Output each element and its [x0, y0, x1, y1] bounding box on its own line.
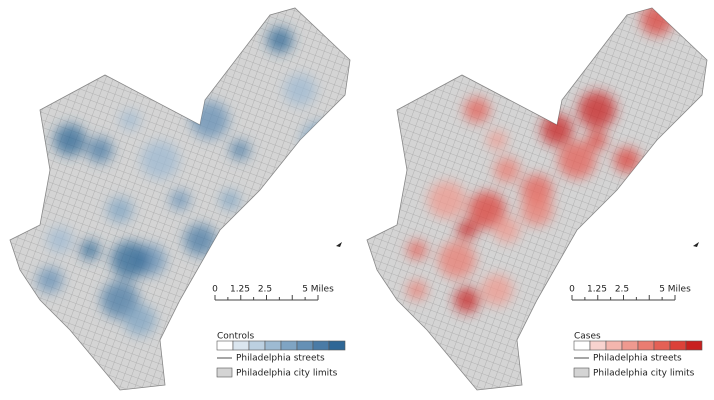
legend-swatch — [248, 340, 266, 351]
legend-swatch — [216, 340, 234, 351]
north-arrow — [693, 242, 699, 247]
density-blob — [558, 141, 596, 179]
density-blob — [541, 114, 573, 146]
streets-label: Philadelphia streets — [593, 354, 682, 364]
density-blob — [220, 190, 240, 210]
density-blob — [80, 240, 100, 260]
density-blob — [111, 241, 149, 279]
limits-swatch — [216, 367, 233, 378]
legend-swatch — [653, 340, 671, 351]
density-blob — [267, 27, 293, 53]
scale-label: 0 — [569, 285, 575, 295]
legend-swatch — [573, 340, 591, 351]
legend-swatch — [605, 340, 623, 351]
density-blob — [301, 121, 339, 159]
density-blob — [54, 124, 86, 156]
legend-swatch — [637, 340, 655, 351]
density-blob — [47, 227, 73, 253]
density-blob — [141, 141, 179, 179]
cases-panel: 0 1.25 2.5 5 Miles Cases Philadelphia streets… — [366, 7, 708, 391]
density-blob — [407, 240, 427, 260]
legend-swatch — [328, 340, 346, 351]
scale-label: 2.5 — [258, 285, 272, 295]
limits-label: Philadelphia city limits — [236, 369, 338, 379]
density-blob — [494, 217, 520, 243]
legend-title: Controls — [217, 332, 255, 342]
density-blob — [454, 287, 480, 313]
density-blob — [487, 130, 507, 150]
legend-swatch — [621, 340, 639, 351]
limits-label: Philadelphia city limits — [593, 369, 695, 379]
limits-swatch — [573, 367, 590, 378]
density-blob — [120, 110, 140, 130]
density-blob — [37, 267, 63, 293]
density-blob — [284, 74, 316, 106]
legend-swatch — [589, 340, 607, 351]
density-blob — [481, 274, 513, 306]
density-blob — [428, 181, 466, 219]
density-blob — [494, 157, 520, 183]
controls-panel: 0 1.25 2.5 5 Miles Controls Philadelphia stre… — [9, 7, 351, 391]
density-blob — [578, 91, 616, 129]
density-blob — [587, 130, 607, 150]
legend-swatch — [685, 340, 703, 351]
density-blob — [614, 147, 640, 173]
legend-swatch — [264, 340, 282, 351]
density-blob — [124, 304, 156, 336]
legend-swatch — [296, 340, 314, 351]
north-arrow — [336, 242, 342, 247]
density-blob — [87, 137, 113, 163]
legend-swatch — [232, 340, 250, 351]
density-blob — [170, 190, 190, 210]
legend-swatch — [312, 340, 330, 351]
density-blob — [107, 197, 133, 223]
density-blob — [641, 8, 673, 36]
scale-label: 1.25 — [587, 285, 607, 295]
scale-label: 0 — [212, 285, 218, 295]
density-blob — [457, 220, 477, 240]
density-blob — [230, 140, 250, 160]
legend-swatch — [669, 340, 687, 351]
scale-label: 5 Miles — [659, 285, 691, 295]
density-blob — [438, 241, 476, 279]
streets-label: Philadelphia streets — [236, 354, 325, 364]
scale-label: 1.25 — [230, 285, 250, 295]
density-layer — [407, 8, 673, 313]
scale-label: 5 Miles — [302, 285, 334, 295]
density-blob — [191, 101, 229, 139]
legend-swatch — [280, 340, 298, 351]
scale-label: 2.5 — [615, 285, 629, 295]
density-blob — [184, 224, 216, 256]
legend-title: Cases — [574, 332, 601, 342]
density-blob — [407, 280, 427, 300]
density-blob — [468, 191, 506, 229]
density-blob — [521, 194, 553, 226]
density-blob — [464, 97, 490, 123]
